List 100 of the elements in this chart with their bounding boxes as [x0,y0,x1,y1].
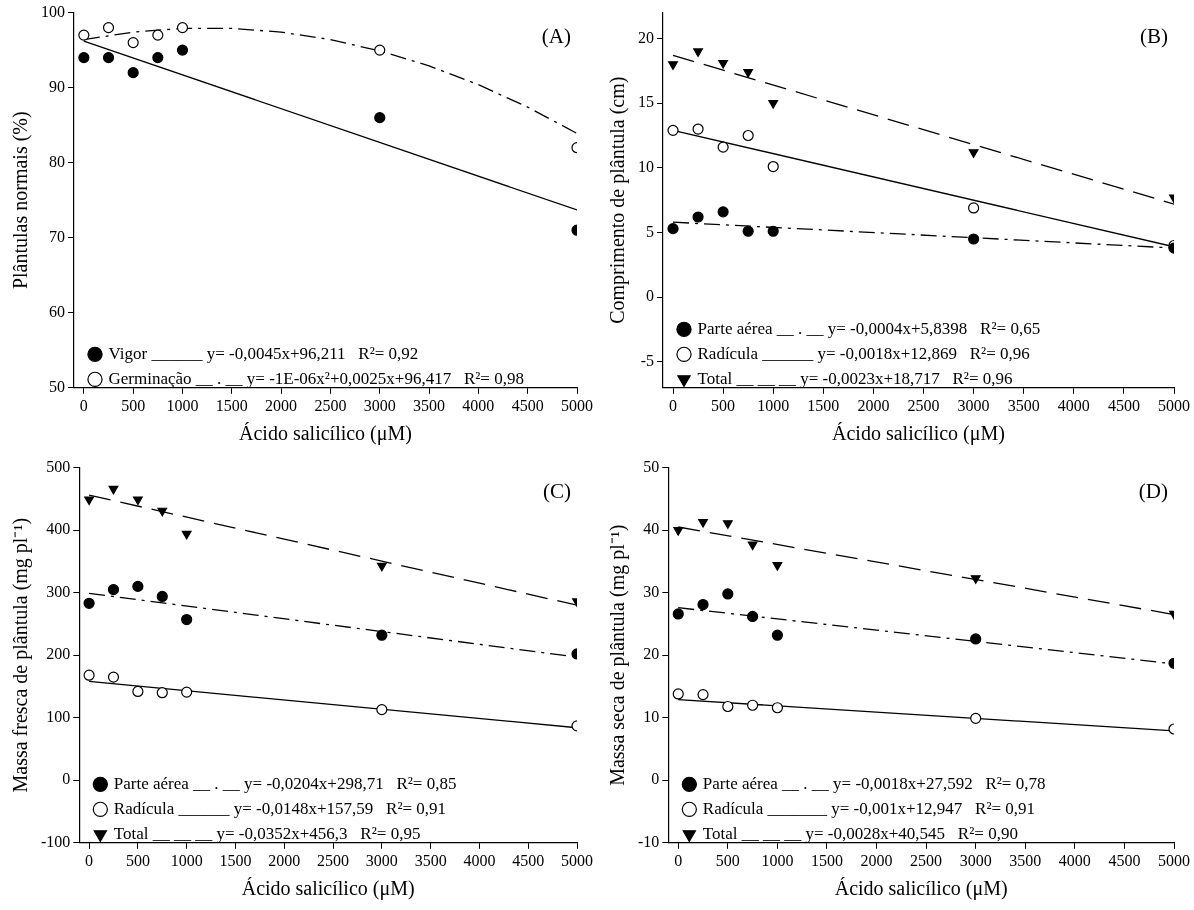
point [667,124,679,136]
x-tick-label: 2500 [910,851,943,869]
x-tick-label: 1500 [810,851,843,869]
x-tick-label: 3000 [957,396,990,414]
legend-label: Radícula ______ y= -0,0018x+12,869 R²= 0,96 [697,343,1030,363]
x-tick-label: 2500 [314,396,347,414]
point [181,686,193,698]
point [176,44,189,56]
x-tick-label: 5000 [561,851,593,869]
x-tick-label: 4500 [1108,851,1141,869]
point [78,29,90,41]
x-tick-label: 2500 [317,851,350,869]
x-tick-label: 4000 [462,396,495,414]
point [667,223,679,235]
x-tick-label: 1500 [219,851,252,869]
x-tick-label: 2000 [860,851,893,869]
point [102,22,115,34]
point [107,583,120,596]
point [968,233,980,245]
y-tick-label: 100 [41,2,65,20]
x-tick-label: 3500 [413,396,446,414]
point [771,629,783,641]
x-tick-label: 2000 [857,396,890,414]
annotation: (C) [543,478,571,503]
point [697,598,709,611]
point [970,575,981,584]
x-tick-label: 1000 [170,851,203,869]
x-tick-label: 500 [125,851,150,869]
y-tick-label: 20 [638,28,654,46]
point [152,52,164,64]
y-tick-label: 300 [46,582,71,600]
point [693,48,703,58]
point [84,496,95,506]
point [127,67,139,79]
legend-label: Parte aérea __ . __ y= -0,0204x+298,71 R²= 0,85 [113,773,457,793]
x-tick-label: 3000 [365,851,398,869]
point [718,59,729,69]
point [107,671,120,683]
x-tick-label: 0 [85,851,94,869]
y-tick-label: 90 [49,77,65,95]
annotation: (A) [541,23,571,48]
y-tick-label: 100 [46,707,71,725]
point [83,597,95,609]
legend-label: Parte aérea __ . __ y= -0,0018x+27,592 R²= 0,78 [702,773,1046,793]
point [771,702,783,714]
y-tick-label: 15 [638,93,654,111]
point [673,527,684,536]
x-tick-label: 5000 [1158,851,1190,869]
x-tick-label: 500 [711,396,736,414]
point [376,704,388,716]
y-tick-label: 30 [643,582,660,600]
point [742,225,754,237]
y-tick-label: 20 [643,645,660,663]
x-tick-label: 0 [674,851,683,869]
x-tick-label: 3500 [414,851,447,869]
x-tick-label: 3500 [1009,851,1042,869]
y-tick-label: 5 [646,222,654,240]
x-tick-label: 3000 [363,396,396,414]
x-tick-label: 500 [715,851,740,869]
point [697,689,709,701]
annotation: (D) [1138,478,1168,503]
x-tick-label: 4000 [463,851,496,869]
point [132,580,144,593]
x-tick-label: 1000 [757,396,790,414]
point [722,700,734,713]
x-tick-label: 0 [669,396,678,414]
x-tick-label: 4000 [1058,851,1091,869]
point [968,149,979,158]
x-axis-title: Ácido salicílico (μM) [834,877,1008,901]
point [722,588,734,600]
y-tick-label: 200 [46,645,71,663]
point [717,141,729,153]
point [127,37,139,49]
legend-label: Parte aérea __ . __ y= -0,0004x+5,8398 R²= 0,65 [697,318,1041,338]
point [968,202,980,214]
x-tick-label: 1500 [807,396,840,414]
point [374,112,386,124]
point [376,629,388,641]
point [717,206,729,218]
annotation: (B) [1140,23,1168,48]
y-tick-label: 70 [49,227,65,245]
y-tick-label: 0 [651,770,660,788]
point [743,69,754,78]
x-tick-label: 1000 [761,851,794,869]
point [692,123,704,135]
legend-label: Total __ __ __ y= -0,0352x+456,3 R²= 0,95 [113,823,421,843]
point [768,100,779,109]
y-tick-label: -100 [41,833,71,850]
point [108,485,119,495]
x-axis-title: Ácido salicílico (μM) [832,422,1005,446]
legend-label: Radícula _______ y= -0,001x+12,947 R²= 0,91 [702,798,1036,818]
y-tick-label: 40 [643,520,660,538]
point [376,562,387,572]
point [767,225,779,237]
point [747,541,758,551]
x-tick-label: 5000 [1158,396,1190,414]
x-tick-label: 3000 [959,851,992,869]
y-tick-label: 50 [49,378,65,395]
point [132,685,144,698]
y-tick-label: 10 [643,707,660,725]
